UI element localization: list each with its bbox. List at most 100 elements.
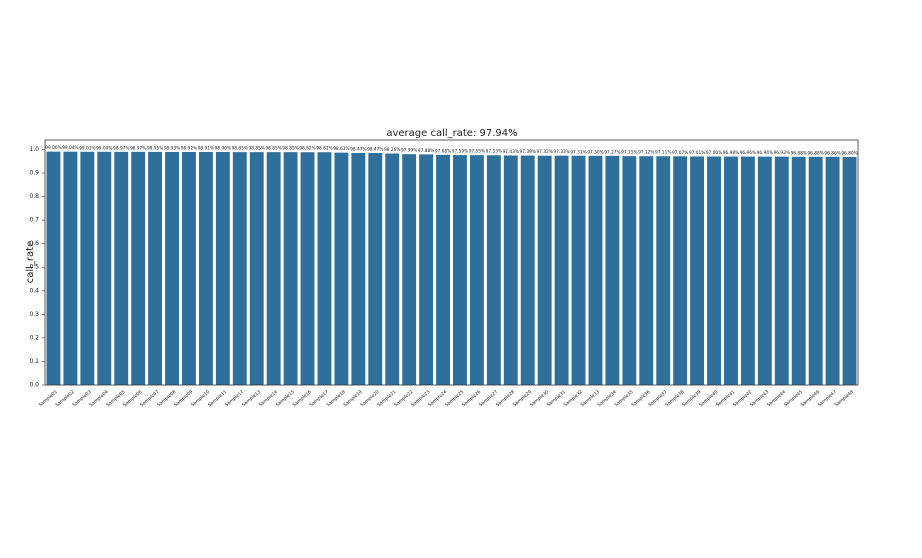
y-tick-label: 0.9: [29, 169, 39, 176]
bar: [215, 152, 230, 385]
value-label: 97.43%: [503, 149, 519, 155]
value-label: 97.53%: [486, 149, 502, 155]
value-label: 97.00%: [706, 150, 722, 156]
y-tick-label: 0.3: [29, 311, 39, 318]
value-label: 98.85%: [282, 146, 298, 152]
value-label: 98.85%: [249, 146, 265, 152]
value-label: 98.90%: [215, 146, 231, 152]
value-label: 98.92%: [181, 145, 197, 151]
bar: [690, 156, 705, 385]
bar: [283, 152, 298, 385]
value-label: 97.27%: [604, 149, 620, 155]
bar: [469, 155, 484, 385]
bar: [453, 155, 467, 385]
bar: [774, 156, 789, 385]
value-label: 96.96%: [740, 150, 756, 156]
bar: [825, 156, 840, 385]
value-label: 98.91%: [198, 145, 214, 151]
value-label: 98.47%: [367, 147, 383, 153]
y-tick-label: 0.0: [29, 382, 39, 389]
bar: [791, 156, 806, 385]
y-tick-label: 0.8: [29, 193, 39, 200]
value-label: 97.33%: [536, 149, 552, 155]
value-label: 97.55%: [469, 149, 485, 155]
bar: [402, 154, 417, 385]
bar: [571, 155, 586, 385]
x-tick-label: Sample48: [834, 389, 855, 408]
value-label: 97.99%: [401, 148, 417, 154]
value-label: 98.93%: [164, 145, 180, 151]
bar: [249, 152, 264, 385]
bar: [537, 155, 552, 385]
bar: [554, 155, 569, 385]
bar: [419, 154, 434, 385]
bar: [622, 156, 637, 385]
bar: [46, 151, 61, 385]
value-label: 98.26%: [384, 147, 400, 153]
y-tick-label: 0.7: [29, 217, 39, 224]
bar: [808, 156, 823, 385]
value-label: 98.95%: [147, 145, 163, 151]
chart-title: average call_rate: 97.94%: [386, 128, 517, 139]
bar: [503, 155, 518, 385]
value-label: 99.00%: [96, 145, 112, 151]
bar: [317, 152, 332, 385]
bar: [757, 156, 772, 385]
value-label: 98.81%: [316, 146, 332, 152]
bar: [673, 156, 688, 385]
value-label: 97.31%: [570, 149, 586, 155]
bar: [385, 153, 400, 385]
value-label: 97.01%: [689, 150, 705, 156]
bar: [351, 153, 366, 385]
value-label: 98.63%: [333, 146, 349, 152]
bar: [740, 156, 755, 385]
bar: [131, 151, 146, 385]
bar: [266, 152, 281, 385]
value-label: 97.88%: [418, 148, 434, 154]
value-label: 97.07%: [672, 150, 688, 156]
value-label: 96.88%: [791, 150, 807, 156]
value-label: 97.33%: [553, 149, 569, 155]
bar: [148, 151, 163, 385]
bar: [520, 155, 535, 385]
bar: [334, 152, 349, 385]
y-tick-label: 0.5: [29, 264, 39, 271]
bar: [842, 156, 857, 385]
bar: [639, 156, 654, 385]
value-label: 99.04%: [62, 145, 78, 151]
bar: [114, 151, 129, 385]
value-label: 97.30%: [587, 149, 603, 155]
y-axis-label: call_rate: [25, 241, 36, 284]
value-label: 99.01%: [79, 145, 95, 151]
value-label: 97.39%: [520, 149, 536, 155]
value-label: 98.85%: [232, 146, 248, 152]
value-label: 96.94%: [757, 150, 773, 156]
value-label: 98.85%: [265, 146, 281, 152]
bar: [656, 156, 671, 385]
bar: [63, 151, 78, 385]
bar: [198, 151, 213, 385]
value-label: 98.82%: [299, 146, 315, 152]
bar: [80, 151, 95, 385]
y-tick-label: 1.0: [29, 146, 39, 153]
bar: [300, 152, 315, 385]
bar: [165, 151, 179, 385]
bar: [724, 156, 738, 385]
y-tick-label: 0.4: [29, 287, 39, 294]
bar: [182, 151, 196, 385]
plot-frame: [44, 139, 859, 386]
value-label: 96.86%: [824, 150, 840, 156]
bar: [368, 153, 383, 385]
bar: [605, 155, 620, 385]
value-label: 97.12%: [638, 150, 654, 156]
value-label: 97.11%: [655, 150, 671, 156]
value-label: 96.80%: [841, 150, 857, 156]
y-tick-label: 0.6: [29, 240, 39, 247]
value-label: 98.97%: [130, 145, 146, 151]
value-label: 96.88%: [807, 150, 823, 156]
value-label: 98.47%: [350, 147, 366, 153]
bar: [707, 156, 721, 385]
y-tick-label: 0.2: [29, 334, 39, 341]
value-label: 98.97%: [113, 145, 129, 151]
